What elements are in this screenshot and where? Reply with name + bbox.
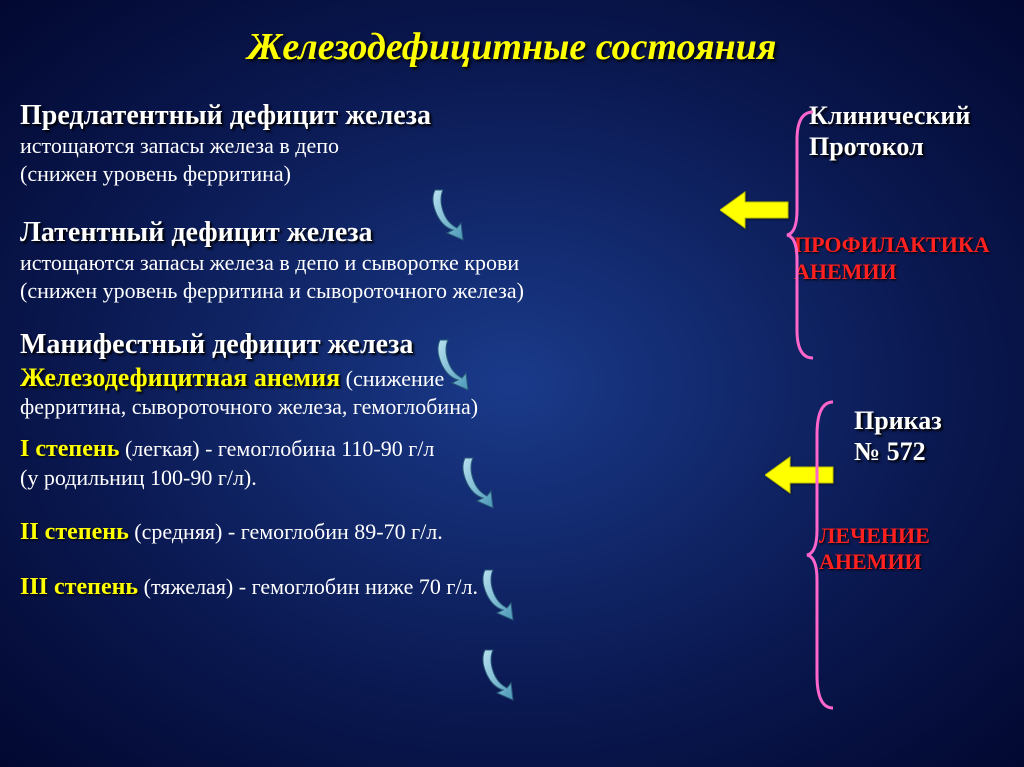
manifest-subline: Железодефицитная анемия (снижение <box>20 362 640 393</box>
down-arrow-icon <box>425 185 475 245</box>
manifest-yellow: Железодефицитная анемия <box>20 363 340 392</box>
manifest-cont: (снижение <box>340 366 444 391</box>
order-1: Приказ <box>854 405 1004 436</box>
degree-2-label: II степень <box>20 519 129 545</box>
degree-3-text: (тяжелая) - гемоглобин ниже 70 г/л. <box>138 574 478 599</box>
down-arrow-icon <box>475 565 525 625</box>
bracket-icon <box>785 110 815 360</box>
order-2: № 572 <box>854 436 1004 467</box>
down-arrow-icon <box>430 335 480 395</box>
section-prelatent: Предлатентный дефицит железа истощаются … <box>20 100 640 187</box>
degree-1-text: (легкая) - гемоглобина 110-90 г/л <box>119 436 434 461</box>
down-arrow-icon <box>475 645 525 705</box>
latent-line2: (снижен уровень ферритина и сывороточног… <box>20 277 640 305</box>
clinical-protocol-1: Клинический <box>809 100 1004 131</box>
bracket-icon <box>805 400 835 710</box>
treatment-2: АНЕМИИ <box>819 549 1004 575</box>
main-content: Предлатентный дефицит железа истощаются … <box>20 100 640 620</box>
section-latent: Латентный дефицит железа истощаются запа… <box>20 217 640 304</box>
degree-1: I степень (легкая) - гемоглобина 110-90 … <box>20 434 640 464</box>
manifest-heading: Манифестный дефицит железа <box>20 329 640 361</box>
prelatent-heading: Предлатентный дефицит железа <box>20 100 640 132</box>
degree-2: II степень (средняя) - гемоглобин 89-70 … <box>20 517 640 547</box>
latent-line1: истощаются запасы железа в депо и сыворо… <box>20 249 640 277</box>
slide-title: Железодефицитные состояния <box>0 0 1024 69</box>
treatment-1: ЛЕЧЕНИЕ <box>819 523 1004 549</box>
manifest-line2: ферритина, сывороточного железа, гемогло… <box>20 393 640 421</box>
prophylaxis-2: АНЕМИИ <box>794 259 1004 285</box>
degree-3-label: III степень <box>20 574 138 600</box>
right-panel: Клинический Протокол ПРОФИЛАКТИКА АНЕМИИ… <box>694 100 1004 575</box>
down-arrow-icon <box>455 453 505 513</box>
clinical-protocol-2: Протокол <box>809 131 1004 162</box>
degree-1-text2: (у родильниц 100-90 г/л). <box>20 464 640 492</box>
degree-3: III степень (тяжелая) - гемоглобин ниже … <box>20 572 640 602</box>
prelatent-line2: (снижен уровень ферритина) <box>20 160 640 188</box>
prelatent-line1: истощаются запасы железа в депо <box>20 132 640 160</box>
section-manifest: Манифестный дефицит железа Железодефицит… <box>20 329 640 601</box>
degree-2-text: (средняя) - гемоглобин 89-70 г/л. <box>129 519 443 544</box>
left-arrow-icon <box>720 190 790 230</box>
prophylaxis-1: ПРОФИЛАКТИКА <box>794 232 1004 258</box>
latent-heading: Латентный дефицит железа <box>20 217 640 249</box>
degree-1-label: I степень <box>20 436 119 462</box>
